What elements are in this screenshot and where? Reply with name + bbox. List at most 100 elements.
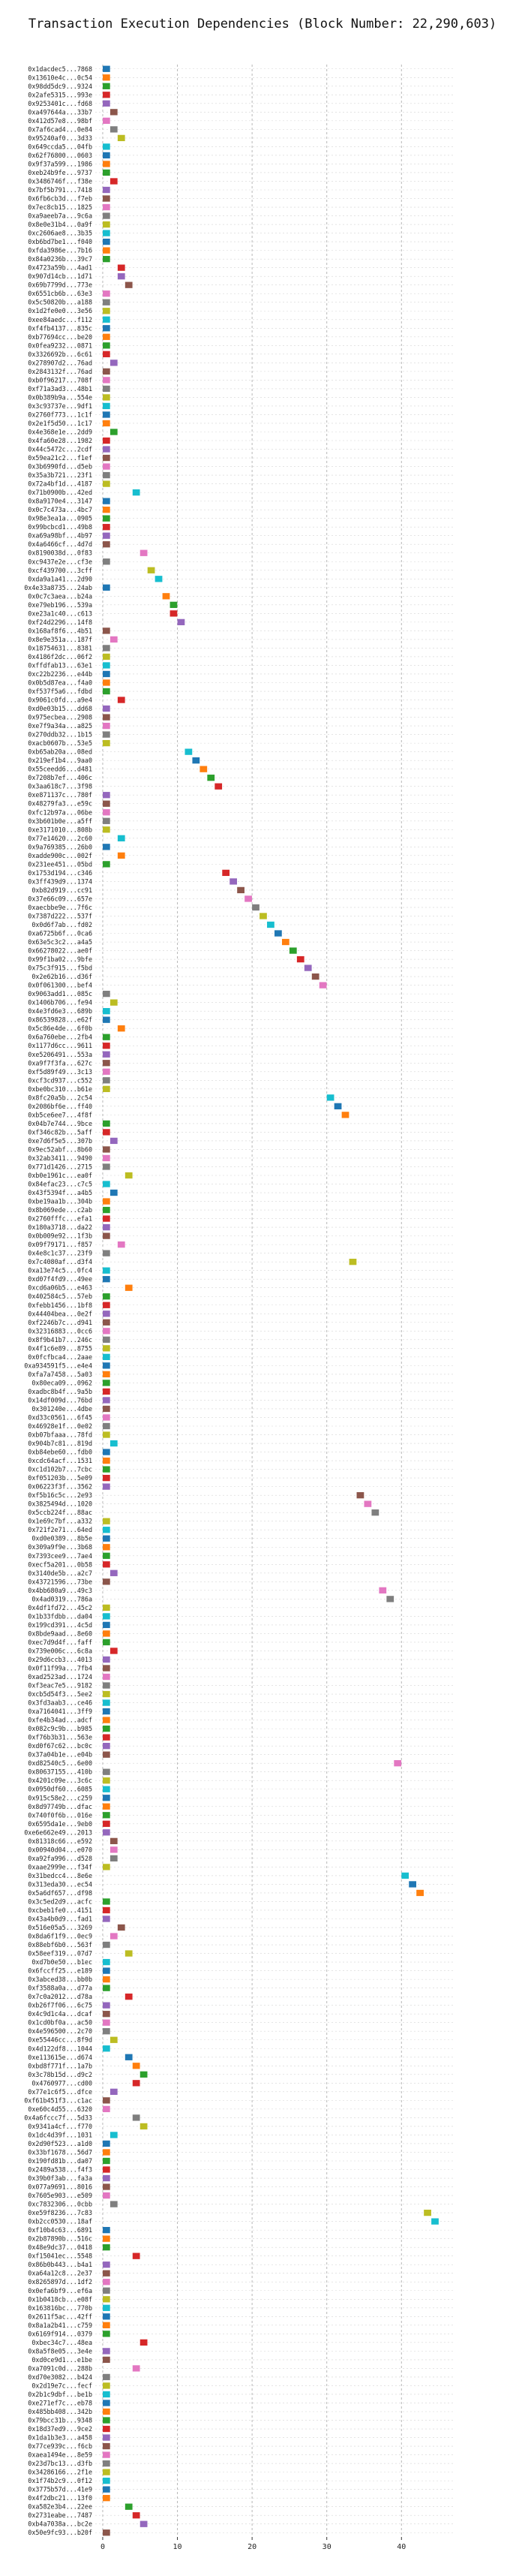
transaction-bar	[102, 1154, 110, 1162]
transaction-bar	[102, 2313, 110, 2320]
transaction-bar	[102, 1163, 110, 1170]
row-label: 0x082c9c9b...b985	[28, 1725, 92, 1732]
row-label: 0x915c58e2...c259	[28, 1794, 92, 1801]
transaction-bar	[102, 92, 110, 98]
transaction-bar	[102, 2425, 110, 2433]
row-label: 0x4201c09e...3c6c	[28, 1777, 92, 1784]
transaction-bar	[102, 1518, 110, 1524]
transaction-bar	[102, 1967, 110, 1974]
transaction-bar	[102, 1544, 110, 1551]
row-label: 0x313eda30...ec54	[28, 1880, 92, 1888]
row-label: 0xb0e1961c...ea0f	[28, 1172, 92, 1179]
row-label: 0xd7b0e50...b1ec	[32, 1958, 92, 1966]
row-label: 0x44404bea...0e2f	[28, 1310, 92, 1317]
row-label: 0xcb5d54f3...5ee2	[28, 1690, 92, 1698]
transaction-bar	[102, 2244, 110, 2251]
row-label: 0x1dacdec5...7868	[28, 65, 92, 73]
row-label: 0x3775b57d...41e9	[28, 2486, 92, 2493]
transaction-bar	[252, 904, 260, 911]
transaction-bar	[274, 930, 282, 937]
transaction-bar	[304, 964, 312, 971]
transaction-bar	[110, 360, 118, 366]
transaction-bar	[102, 1068, 110, 1075]
row-label: 0x199cd391...4c5d	[28, 1621, 92, 1629]
transaction-bar	[102, 1604, 110, 1612]
transaction-bar	[110, 1189, 118, 1196]
transaction-bar	[102, 2331, 110, 2337]
transaction-bar	[102, 2235, 110, 2242]
transaction-bar	[102, 100, 110, 107]
row-label: 0x9a769385...26b0	[28, 843, 92, 850]
row-label: 0x62f76800...0603	[28, 152, 92, 159]
row-label: 0x1d2fe0e0...3e56	[28, 307, 92, 314]
transaction-bar	[102, 809, 110, 816]
transaction-bar	[102, 1431, 110, 1438]
transaction-bar	[102, 2287, 110, 2294]
transaction-bar	[102, 1060, 110, 1067]
row-label: 0xd0e0389...8b5e	[32, 1535, 92, 1542]
transaction-bar	[110, 1933, 118, 1940]
transaction-bar	[140, 2071, 148, 2078]
transaction-bar	[102, 2408, 110, 2415]
row-label: 0x0c7c3aea...b24a	[28, 592, 92, 600]
transaction-bar	[102, 1380, 110, 1386]
row-label: 0xb26f7f06...6c75	[28, 2002, 92, 2009]
transaction-bar	[102, 1743, 110, 1750]
transaction-bar	[102, 2434, 110, 2441]
transaction-bar	[102, 1673, 110, 1681]
transaction-bar	[102, 507, 110, 513]
transaction-bar	[117, 273, 125, 280]
transaction-bar	[110, 1855, 118, 1862]
row-label: 0x2760fffc...efa1	[28, 1215, 92, 1223]
transaction-bar	[222, 869, 230, 877]
transaction-bar	[102, 2192, 110, 2199]
row-label: 0xc1d102b7...7cbc	[28, 1466, 92, 1473]
transaction-bar	[102, 480, 110, 487]
row-label: 0x721f2e71...64ed	[28, 1526, 92, 1533]
transaction-bar	[102, 826, 110, 833]
transaction-bar	[102, 2166, 110, 2173]
row-label: 0xc2606ae8...3b35	[28, 230, 92, 237]
transaction-bar	[102, 1345, 110, 1352]
row-label: 0xc22b2236...e44b	[28, 670, 92, 678]
row-label: 0xb4a7038a...bc2e	[28, 2520, 92, 2528]
row-label: 0xa92fa996...d528	[28, 1855, 92, 1862]
row-label: 0xee84aedc...f112	[28, 316, 92, 324]
transaction-bar	[102, 1043, 110, 1049]
row-label: 0x50e9fc93...b20f	[28, 2529, 92, 2536]
transaction-bar	[102, 1250, 110, 1256]
transaction-bar	[102, 1302, 110, 1308]
transaction-bar	[102, 2477, 110, 2484]
row-label: 0x59ea21c2...f1ef	[28, 454, 92, 462]
transaction-bar	[124, 1172, 133, 1179]
row-label: 0x1406b706...fe94	[28, 999, 92, 1007]
row-label: 0xcbeb1fe0...4151	[28, 1906, 92, 1914]
transaction-bar	[124, 1994, 133, 2000]
transaction-bar	[102, 1198, 110, 1205]
row-label: 0x1cd0bf0a...ac50	[28, 2019, 92, 2027]
row-label: 0xadbc8b4f...9a5b	[28, 1388, 92, 1395]
row-label: 0x9063add1...085c	[28, 990, 92, 998]
transaction-bar	[132, 2365, 140, 2372]
row-label: 0x0fea9232...0871	[28, 342, 92, 349]
transaction-bar	[102, 454, 110, 462]
row-label: 0x8a1a2b41...c759	[28, 2322, 92, 2329]
transaction-bar	[170, 610, 178, 617]
row-label: 0xa9f7f3fa...627c	[28, 1059, 92, 1067]
transaction-bar	[102, 2382, 110, 2389]
transaction-bar	[102, 333, 110, 340]
row-label: 0x3c78b15d...d9c2	[28, 2071, 92, 2078]
row-label: 0xe271ef7c...eb78	[28, 2399, 92, 2406]
transaction-bar	[102, 186, 110, 194]
transaction-bar	[132, 2252, 140, 2259]
row-label: 0x8da6f1f9...0ec9	[28, 1933, 92, 1940]
row-label: 0x4760977...cd00	[32, 2079, 92, 2087]
row-label: 0xf10b4c63...6891	[28, 2226, 92, 2234]
transaction-bar	[296, 955, 304, 963]
row-label: 0xa13e74c5...0fc4	[28, 1267, 92, 1274]
transaction-bar	[102, 65, 110, 72]
transaction-bar	[124, 281, 133, 288]
row-label: 0x8265897d...1df2	[28, 2278, 92, 2286]
transaction-bar	[102, 385, 110, 393]
transaction-bar	[102, 627, 110, 634]
